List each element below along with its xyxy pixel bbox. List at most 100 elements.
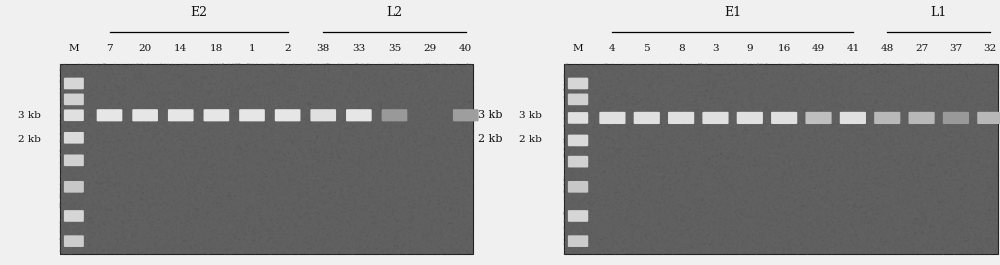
Point bbox=[932, 73, 948, 78]
Point bbox=[826, 62, 842, 67]
Point bbox=[407, 86, 423, 90]
Point bbox=[687, 81, 703, 85]
Point bbox=[189, 69, 205, 73]
Point bbox=[363, 88, 379, 92]
Point bbox=[973, 219, 989, 223]
Point bbox=[632, 207, 648, 211]
Point bbox=[582, 98, 598, 102]
Point bbox=[220, 98, 236, 102]
Point bbox=[213, 138, 229, 143]
Point bbox=[734, 90, 750, 94]
Point bbox=[76, 219, 92, 224]
Point bbox=[413, 63, 429, 67]
Point bbox=[982, 193, 998, 198]
Point bbox=[212, 247, 228, 251]
Point bbox=[369, 246, 385, 251]
Point bbox=[76, 213, 92, 217]
Point bbox=[851, 67, 867, 72]
Point bbox=[966, 212, 982, 216]
Point bbox=[99, 65, 115, 69]
Point bbox=[169, 246, 185, 250]
Point bbox=[935, 66, 951, 70]
Point bbox=[100, 83, 116, 87]
Point bbox=[310, 114, 326, 118]
Point bbox=[107, 166, 123, 170]
Point bbox=[311, 191, 327, 195]
Point bbox=[295, 85, 311, 89]
Point bbox=[654, 222, 670, 227]
Point bbox=[88, 120, 104, 125]
Point bbox=[611, 168, 627, 173]
Point bbox=[81, 178, 97, 182]
Point bbox=[338, 118, 354, 122]
Point bbox=[744, 170, 760, 175]
Point bbox=[830, 121, 846, 125]
Point bbox=[407, 136, 423, 140]
Point bbox=[175, 198, 191, 202]
Point bbox=[253, 152, 269, 156]
Point bbox=[594, 248, 610, 252]
Point bbox=[254, 75, 270, 80]
Point bbox=[306, 111, 322, 115]
Point bbox=[963, 129, 979, 134]
Point bbox=[82, 129, 98, 133]
Point bbox=[240, 95, 256, 100]
Point bbox=[930, 232, 946, 236]
Point bbox=[659, 201, 675, 205]
Point bbox=[694, 201, 710, 205]
Point bbox=[427, 120, 443, 124]
Point bbox=[894, 155, 910, 159]
Point bbox=[949, 135, 965, 139]
Point bbox=[251, 131, 267, 135]
Point bbox=[138, 136, 154, 140]
Point bbox=[755, 202, 771, 206]
Point bbox=[853, 218, 869, 222]
Point bbox=[808, 90, 824, 94]
Point bbox=[373, 128, 389, 132]
Point bbox=[306, 134, 322, 139]
Point bbox=[579, 221, 595, 225]
Point bbox=[645, 251, 661, 255]
Point bbox=[400, 164, 416, 168]
Point bbox=[90, 132, 106, 136]
Point bbox=[153, 205, 169, 209]
Point bbox=[455, 137, 471, 142]
Point bbox=[738, 66, 754, 70]
Point bbox=[352, 204, 368, 208]
Point bbox=[462, 109, 478, 113]
Point bbox=[825, 111, 841, 115]
Point bbox=[304, 112, 320, 117]
Point bbox=[849, 127, 865, 131]
Point bbox=[752, 131, 768, 136]
Point bbox=[98, 240, 114, 245]
Point bbox=[452, 235, 468, 239]
Point bbox=[302, 117, 318, 121]
Point bbox=[171, 143, 187, 147]
Point bbox=[860, 176, 876, 181]
Point bbox=[297, 91, 313, 96]
Point bbox=[122, 68, 138, 72]
Point bbox=[586, 164, 602, 168]
Point bbox=[895, 230, 911, 235]
Point bbox=[382, 108, 398, 112]
Point bbox=[357, 104, 373, 108]
Point bbox=[123, 164, 139, 168]
Point bbox=[355, 171, 371, 176]
Point bbox=[298, 211, 314, 215]
Point bbox=[578, 132, 594, 136]
Point bbox=[720, 90, 736, 94]
Point bbox=[414, 69, 430, 73]
Point bbox=[113, 158, 129, 162]
Point bbox=[69, 200, 85, 204]
Point bbox=[377, 81, 393, 86]
Point bbox=[126, 234, 142, 238]
Point bbox=[640, 132, 656, 136]
Point bbox=[783, 165, 799, 169]
Point bbox=[657, 173, 673, 177]
Point bbox=[277, 194, 293, 198]
Point bbox=[214, 66, 230, 70]
Point bbox=[266, 195, 282, 199]
Point bbox=[679, 160, 695, 164]
Point bbox=[283, 99, 299, 103]
Point bbox=[266, 85, 282, 89]
